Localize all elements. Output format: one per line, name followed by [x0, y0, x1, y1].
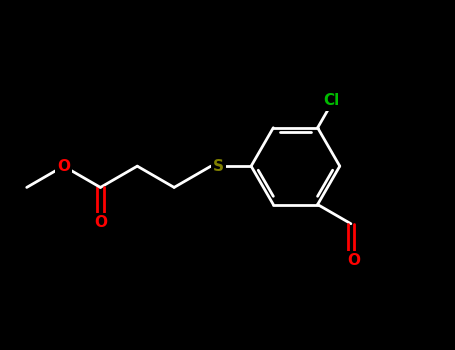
- Text: S: S: [213, 159, 224, 174]
- Text: Cl: Cl: [323, 93, 339, 108]
- Text: O: O: [347, 253, 360, 268]
- Text: O: O: [94, 215, 107, 230]
- Text: O: O: [57, 159, 70, 174]
